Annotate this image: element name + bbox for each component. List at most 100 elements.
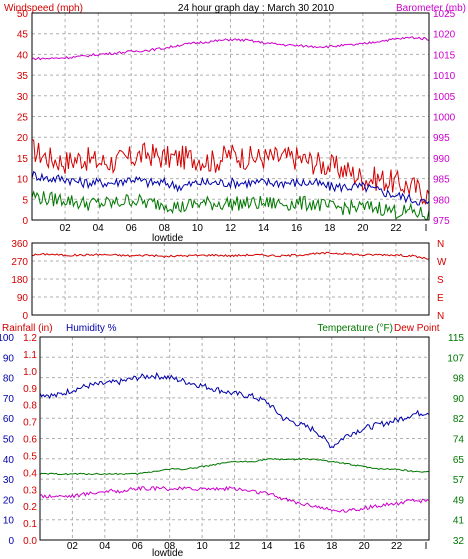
wind-direction-line [31,251,430,260]
temperature-tick-labels: 32 41 49 57 65 74 82 90 98 107 115 [447,333,464,547]
x-tick-label: 14 [261,541,273,552]
windspeed-tick-label: 0 [22,216,28,227]
x-tick-label: 14 [258,223,270,234]
temperature-tick-label: 74 [453,435,465,446]
rainfall-tick-label: 0.8 [23,401,37,412]
x-tick-label: 02 [67,541,79,552]
x-tick-label: 22 [390,223,402,234]
temperature-tick-label: 41 [453,516,465,527]
barometer-tick-label: 985 [433,175,450,186]
x-tick-label: 16 [291,223,303,234]
humidity-tick-label: 30 [3,475,15,486]
direction-tick-label: 180 [11,275,28,286]
x-tick-label: 22 [391,541,403,552]
windspeed-axis-label: Windspeed (mph) [4,3,83,14]
barometer-tick-label: 1000 [433,113,456,124]
compass-point-label: E [437,293,444,304]
rainfall-tick-label: 0.0 [23,536,37,547]
temperature-tick-label: 115 [448,333,464,344]
wind-direction-series [31,251,430,260]
rainfall-tick-label: 0.1 [23,519,37,530]
wind-barometer-frame [31,12,430,221]
windspeed-tick-label: 45 [17,30,29,41]
x-tick-label: 10 [192,223,204,234]
barometer-tick-label: 995 [433,133,450,144]
x-tick-label: 04 [93,223,105,234]
barometer-tick-label: 980 [433,195,450,206]
windspeed-tick-label: 10 [17,175,29,186]
compass-point-label: S [437,275,444,286]
dewpoint-axis-label: Dew Point [394,323,440,334]
humidity-tick-label: 80 [3,374,15,385]
lowtide-label-top: lowtide [152,233,184,244]
humidity-tick-label: 90 [3,353,15,364]
x-end-tick-label: I [425,541,428,552]
direction-tick-label: 270 [11,257,28,268]
x-tick-label: 16 [294,541,306,552]
rainfall-tick-label: 0.3 [23,485,37,496]
humidity-line [39,371,430,449]
humidity-tick-labels: 0 10 20 30 40 50 60 70 80 90 100 [0,333,14,547]
windspeed-tick-labels: 0 5 10 15 20 25 30 35 40 45 50 [17,9,29,227]
humidity-axis-label: Humidity % [66,323,117,334]
rainfall-tick-label: 0.2 [23,502,37,513]
windspeed-tick-label: 15 [17,154,29,165]
wind-gust-low-line [31,190,430,221]
temperature-tick-label: 107 [447,353,464,364]
direction-tick-label: 0 [22,311,28,322]
barometer-tick-label: 1005 [433,92,456,103]
windspeed-tick-label: 50 [17,9,29,20]
temperature-tick-label: 49 [453,495,465,506]
temperature-tick-label: 98 [453,374,465,385]
x-tick-label: 18 [326,541,338,552]
rainfall-tick-label: 0.4 [23,468,37,479]
wind-barometer-series [31,36,430,221]
barometer-tick-label: 990 [433,154,450,165]
x-tick-label: 02 [60,223,72,234]
lowtide-label-bottom: lowtide [152,548,184,559]
barometer-tick-label: 1025 [433,9,456,20]
barometer-tick-label: 975 [433,216,450,227]
windspeed-tick-label: 5 [22,195,28,206]
barometer-tick-label: 1010 [433,71,456,82]
barometer-tick-label: 1020 [433,30,456,41]
direction-tick-label: 360 [11,239,28,250]
x-end-tick-label: I [425,223,428,234]
temperature-tick-label: 90 [453,394,465,405]
graph-title: 24 hour graph day : March 30 2010 [178,3,335,14]
temperature-tick-label: 65 [453,455,465,466]
x-tick-label: 10 [197,541,209,552]
humidity-temperature-grid [40,337,429,540]
barometer-tick-label: 1015 [433,50,456,61]
compass-point-label: N [437,239,444,250]
x-tick-label: 12 [225,223,237,234]
windspeed-tick-label: 40 [17,50,29,61]
barometer-tick-labels: 975 980 985 990 995 1000 1005 1010 1015 1020 1025 [433,9,456,227]
humidity-tick-label: 70 [3,394,15,405]
x-tick-label: 08 [159,223,171,234]
barometer-line [31,36,430,61]
temperature-tick-label: 32 [453,536,465,547]
wind-avg-line [31,170,430,206]
rainfall-tick-label: 1.2 [23,333,37,344]
windspeed-tick-label: 35 [17,71,29,82]
rainfall-tick-label: 0.5 [23,451,37,462]
humidity-tick-label: 100 [0,333,14,344]
rainfall-tick-label: 1.0 [23,367,37,378]
rainfall-tick-label: 0.6 [23,435,37,446]
windspeed-tick-label: 30 [17,92,29,103]
humidity-tick-label: 60 [3,414,15,425]
humidity-tick-label: 40 [3,455,15,466]
x-tick-label: 06 [132,541,144,552]
humidity-tick-label: 10 [3,516,15,527]
windspeed-line [32,139,430,206]
rainfall-axis-label: Rainfall (in) [2,323,53,334]
x-tick-label: 20 [357,223,369,234]
x-tick-label: 04 [99,541,111,552]
temperature-tick-label: 82 [453,414,465,425]
direction-tick-label: 90 [17,293,29,304]
